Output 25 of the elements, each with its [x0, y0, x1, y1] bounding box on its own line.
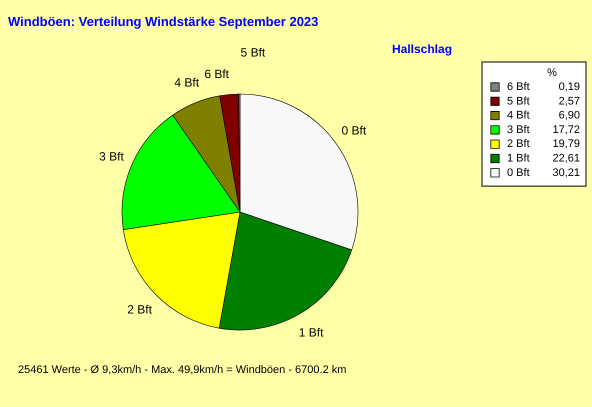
slice-label: 2 Bft	[127, 302, 153, 317]
slice-label: 4 Bft	[174, 76, 200, 90]
legend-label: 5 Bft	[507, 95, 530, 108]
slice-label: 1 Bft	[298, 326, 324, 340]
data-label: 30,21	[552, 166, 580, 179]
legend-label: 4 Bft	[507, 110, 530, 122]
text: 25461 Werte - Ø 9,3km/h - Max. 49,9km/h = Windböen - 6700.2 km	[18, 364, 346, 376]
slice-label: 3 Bft	[99, 150, 124, 164]
data-label: 2,57	[558, 95, 580, 108]
data-label: 19,79	[552, 138, 580, 150]
data-label: 0,19	[558, 81, 580, 93]
slice-label: 0 Bft	[341, 123, 367, 138]
legend-label: 0 Bft	[507, 166, 530, 179]
legend-label: 1 Bft	[507, 152, 530, 164]
data-label: 17,72	[552, 124, 580, 136]
data-label: 6,90	[558, 110, 580, 122]
legend-label: 2 Bft	[507, 138, 530, 150]
legend-label: 3 Bft	[507, 124, 530, 136]
legend-title: %	[547, 67, 558, 79]
chart-title: Windböen: Verteilung Windstärke September 2023	[8, 14, 318, 29]
slice-label: 5 Bft	[240, 46, 266, 60]
chart-subtitle: Hallschlag	[392, 42, 452, 56]
legend-label: 6 Bft	[507, 81, 530, 93]
slice-label: 6 Bft	[204, 66, 230, 81]
data-label: 22,61	[552, 152, 580, 164]
